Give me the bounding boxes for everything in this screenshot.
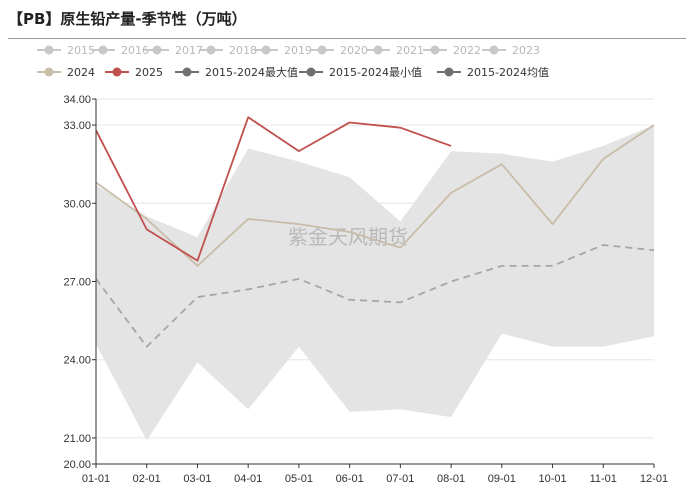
legend-dot-icon: [489, 45, 499, 55]
x-tick-label: 04-01: [234, 473, 262, 485]
legend-label: 2021: [396, 44, 424, 57]
y-tick-label: 34.00: [63, 94, 91, 106]
legend[interactable]: 2015 2016 2017 2018 2019 2020 2021 2022 2023 2024…: [37, 44, 549, 79]
x-tick-label: 03-01: [183, 473, 211, 485]
legend-dot-icon: [112, 67, 122, 77]
y-tick-label: 30.00: [63, 198, 91, 210]
y-tick-label: 20.00: [63, 459, 91, 471]
legend-label: 2017: [175, 44, 203, 57]
legend-label: 2015-2024最小值: [329, 66, 422, 79]
x-tick-label: 11-01: [590, 473, 617, 485]
legend-dot-icon: [306, 67, 316, 77]
axes: 20.00 21.00 24.00 27.00 30.00 33.00 34.00 01-01…: [63, 94, 668, 485]
legend-label: 2015: [67, 44, 95, 57]
legend-label: 2024: [67, 66, 95, 79]
legend-label: 2023: [512, 44, 540, 57]
series-line-2015-2024均值: [95, 244, 655, 348]
legend-item-2022[interactable]: 2022: [423, 44, 481, 57]
x-tick-label: 09-01: [488, 473, 516, 485]
legend-item-2017[interactable]: 2017: [145, 44, 203, 57]
legend-label: 2019: [284, 44, 312, 57]
x-tick-label: 06-01: [336, 473, 364, 485]
legend-dot-icon: [430, 45, 440, 55]
y-tick-label: 33.00: [63, 120, 91, 132]
legend-item-2023[interactable]: 2023: [482, 44, 540, 57]
legend-item-2019[interactable]: 2019: [254, 44, 312, 57]
legend-dot-icon: [44, 45, 54, 55]
x-tick-label: 08-01: [437, 473, 465, 485]
legend-item-2015[interactable]: 2015: [37, 44, 95, 57]
watermark-text: 紫金天风期货: [288, 225, 408, 249]
x-tick-label: 05-01: [285, 473, 313, 485]
legend-dot-icon: [98, 45, 108, 55]
x-tick-label: 01-01: [82, 473, 110, 485]
y-tick-label: 21.00: [63, 433, 91, 445]
max-min-band: [96, 125, 654, 441]
legend-dot-icon: [444, 67, 454, 77]
legend-item-2020[interactable]: 2020: [310, 44, 368, 57]
series-line-2025: [95, 116, 452, 262]
legend-dot-icon: [373, 45, 383, 55]
series-lines: [95, 116, 655, 348]
legend-item-2021[interactable]: 2021: [366, 44, 424, 57]
legend-label: 2015-2024最大值: [205, 65, 298, 79]
legend-label: 2022: [453, 44, 481, 57]
series-line-2024: [95, 124, 655, 267]
x-tick-label: 02-01: [133, 473, 161, 485]
legend-label: 2020: [340, 44, 368, 57]
legend-label: 2016: [121, 44, 149, 57]
legend-item-2015-2024最小值[interactable]: 2015-2024最小值: [299, 66, 422, 79]
legend-item-2024[interactable]: 2024: [37, 66, 95, 79]
legend-item-2015-2024最大值[interactable]: 2015-2024最大值: [175, 65, 298, 79]
chart-title: 【PB】原生铅产量-季节性（万吨）: [8, 10, 247, 28]
legend-dot-icon: [182, 67, 192, 77]
legend-dot-icon: [206, 45, 216, 55]
x-tick-label: 07-01: [386, 473, 414, 485]
legend-label: 2018: [229, 44, 257, 57]
legend-dot-icon: [317, 45, 327, 55]
x-tick-label: 10-01: [538, 473, 566, 485]
title-divider: [8, 38, 686, 39]
legend-item-2018[interactable]: 2018: [199, 44, 257, 57]
legend-dot-icon: [152, 45, 162, 55]
legend-item-2016[interactable]: 2016: [91, 44, 149, 57]
x-tick-label: 12-01: [640, 473, 668, 485]
legend-dot-icon: [44, 67, 54, 77]
legend-label: 2025: [135, 66, 163, 79]
y-tick-label: 27.00: [63, 277, 91, 289]
legend-label: 2015-2024均值: [467, 66, 549, 79]
legend-item-2015-2024均值[interactable]: 2015-2024均值: [437, 66, 549, 79]
legend-item-2025[interactable]: 2025: [105, 66, 163, 79]
y-tick-label: 24.00: [63, 355, 91, 367]
legend-dot-icon: [261, 45, 271, 55]
